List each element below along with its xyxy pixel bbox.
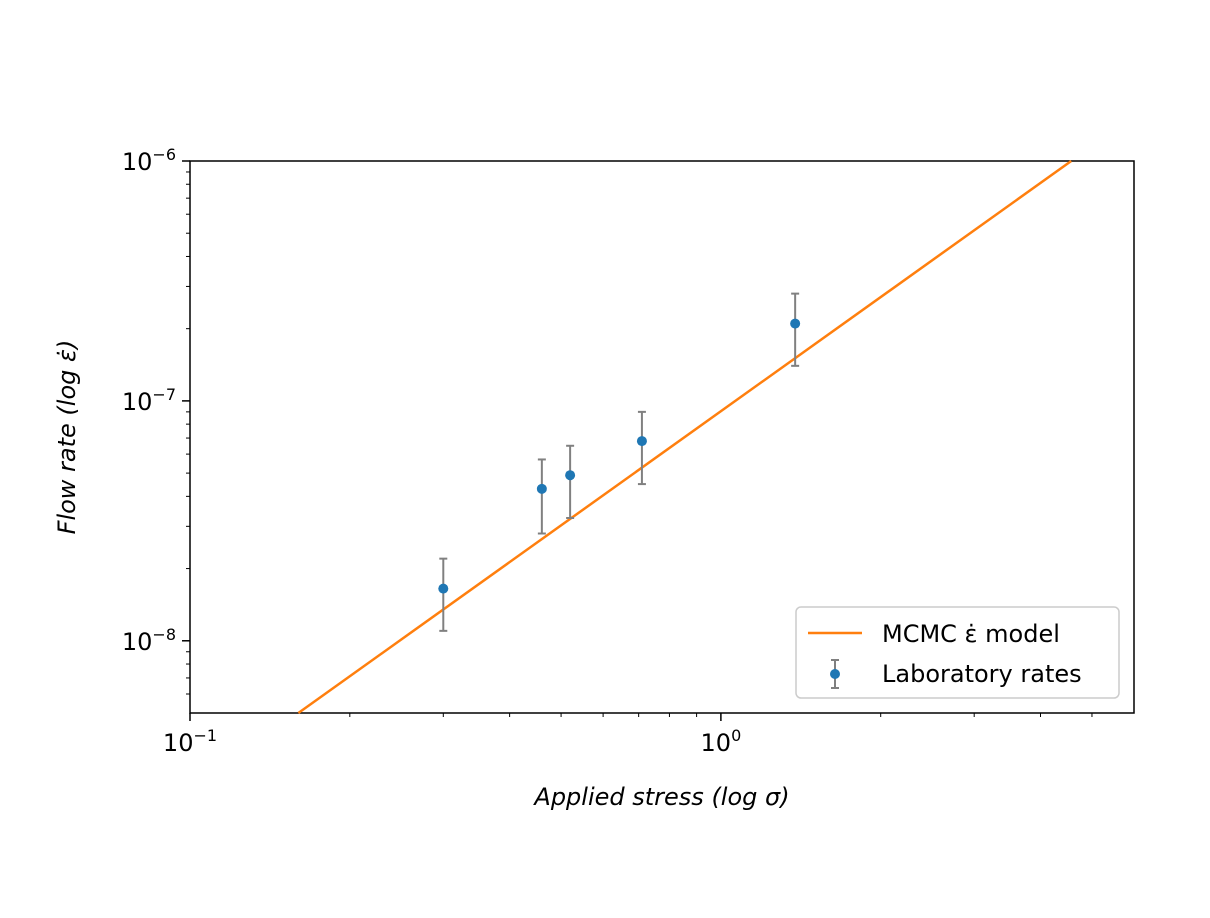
axis-ticks: 10−1 100 10−8 10−7 10−6 — [122, 145, 1093, 757]
y-axis-label: Flow rate (log ε̇) — [53, 340, 81, 535]
data-point — [790, 318, 801, 329]
x-axis-label: Applied stress (log σ) — [532, 783, 789, 811]
data-point — [438, 583, 449, 594]
model-line — [297, 159, 1072, 715]
legend-label-lab: Laboratory rates — [882, 660, 1082, 688]
legend-box — [795, 606, 1120, 699]
x-tick-label: 10−1 — [163, 726, 217, 757]
legend-label-model: MCMC ε̇ model — [882, 620, 1060, 648]
plot-frame — [189, 160, 1135, 714]
data-point — [565, 470, 576, 481]
data-point — [636, 436, 647, 447]
data-point — [536, 483, 547, 494]
legend-marker-swatch — [830, 669, 840, 679]
y-tick-label: 10−6 — [122, 145, 176, 176]
y-tick-label: 10−7 — [122, 385, 176, 416]
x-tick-label: 100 — [701, 726, 742, 757]
y-tick-label: 10−8 — [122, 625, 176, 656]
legend: MCMC ε̇ model Laboratory rates — [795, 606, 1120, 699]
chart-marks — [297, 159, 1072, 715]
